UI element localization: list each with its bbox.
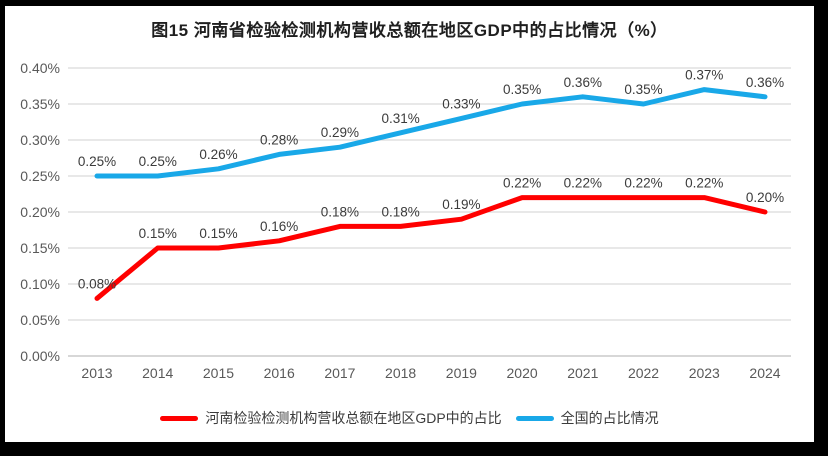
data-label: 0.18%: [321, 204, 359, 219]
data-label: 0.25%: [139, 154, 177, 169]
data-label: 0.19%: [442, 197, 480, 212]
line-chart-canvas: 0.00% 0.05% 0.10% 0.15% 0.20% 0.25% 0.30% 0.35%…: [20, 60, 791, 381]
data-label: 0.29%: [321, 125, 359, 140]
x-axis-label: 2020: [507, 365, 538, 381]
data-label: 0.08%: [78, 276, 116, 291]
x-axis-label: 2024: [749, 365, 780, 381]
data-label: 0.26%: [199, 147, 237, 162]
legend-label-henan: 河南检验检测机构营收总额在地区GDP中的占比: [205, 410, 502, 426]
data-label: 0.22%: [624, 176, 662, 191]
y-axis-tick-label: 0.35%: [20, 96, 60, 112]
data-label: 0.22%: [503, 176, 541, 191]
chart-title: 图15 河南省检验检测机构营收总额在地区GDP中的占比情况（%）: [151, 21, 668, 40]
data-label: 0.25%: [78, 154, 116, 169]
y-axis-tick-label: 0.15%: [20, 240, 60, 256]
y-axis-tick-label: 0.40%: [20, 60, 60, 76]
data-label: 0.36%: [564, 75, 602, 90]
legend-item-national: 全国的占比情况: [515, 408, 659, 428]
legend: 河南检验检测机构营收总额在地区GDP中的占比 全国的占比情况: [5, 408, 814, 428]
x-axis-label: 2021: [567, 365, 598, 381]
x-axis-label: 2015: [203, 365, 234, 381]
legend-swatch-henan-red-line: [160, 415, 199, 421]
y-axis-tick-label: 0.25%: [20, 168, 60, 184]
data-label: 0.15%: [139, 226, 177, 241]
data-label: 0.28%: [260, 132, 298, 147]
legend-swatch-national-blue-line: [515, 415, 554, 421]
y-axis-tick-label: 0.00%: [20, 348, 60, 364]
x-axis-label: 2017: [324, 365, 355, 381]
data-label: 0.15%: [199, 226, 237, 241]
y-axis-tick-label: 0.10%: [20, 276, 60, 292]
data-label: 0.33%: [442, 96, 480, 111]
y-axis-tick-label: 0.20%: [20, 204, 60, 220]
series-line-henan: [94, 195, 768, 301]
x-axis-label: 2022: [628, 365, 659, 381]
x-axis-label: 2016: [264, 365, 295, 381]
data-label: 0.18%: [381, 204, 419, 219]
legend-label-national: 全国的占比情况: [560, 410, 659, 426]
x-axis-label: 2023: [689, 365, 720, 381]
x-axis-label: 2014: [142, 365, 173, 381]
x-axis-label: 2013: [81, 365, 112, 381]
data-label: 0.31%: [381, 111, 419, 126]
x-axis-label: 2019: [446, 365, 477, 381]
data-label: 0.36%: [746, 75, 784, 90]
y-axis-tick-label: 0.05%: [20, 312, 60, 328]
data-label: 0.37%: [685, 68, 723, 83]
data-label: 0.22%: [685, 176, 723, 191]
data-label: 0.22%: [564, 176, 602, 191]
data-label: 0.16%: [260, 219, 298, 234]
data-label: 0.20%: [746, 190, 784, 205]
y-axis-tick-label: 0.30%: [20, 132, 60, 148]
legend-item-henan: 河南检验检测机构营收总额在地区GDP中的占比: [160, 408, 502, 428]
series-line-national: [94, 87, 768, 179]
data-label: 0.35%: [624, 82, 662, 97]
x-axis-label: 2018: [385, 365, 416, 381]
data-label: 0.35%: [503, 82, 541, 97]
